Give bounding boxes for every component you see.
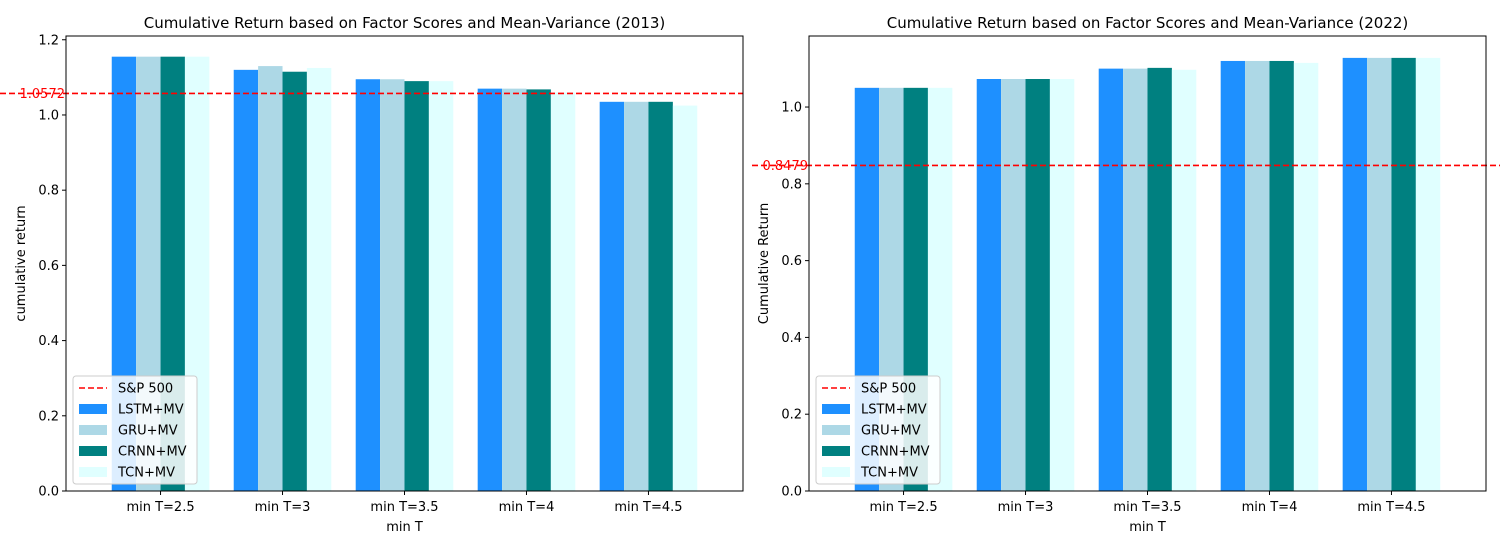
bar-crnn-mv-2 — [1025, 79, 1050, 492]
x-tick-label: min T=2.5 — [869, 500, 937, 515]
bar-tcn-mv-3 — [428, 81, 454, 492]
bar-lstm-mv-2 — [233, 69, 259, 492]
legend: S&P 500 LSTM+MV GRU+MV CRNN+MV TCN+MV — [72, 375, 198, 485]
bar-lstm-mv-3 — [355, 79, 381, 491]
legend-label: GRU+MV — [861, 424, 921, 439]
bar-tcn-mv-3 — [1171, 69, 1197, 491]
x-axis-label: min T — [1129, 520, 1166, 535]
legend-label: TCN+MV — [860, 466, 918, 481]
x-tick-label: min T=2.5 — [126, 500, 194, 515]
bar-crnn-mv-5 — [1391, 57, 1416, 491]
x-tick-label: min T=4 — [1242, 500, 1298, 515]
bar-tcn-mv-4 — [1293, 62, 1319, 492]
y-tick-label: 0.4 — [781, 331, 802, 346]
bar-crnn-mv-5 — [648, 101, 673, 491]
chart-title: Cumulative Return based on Factor Scores… — [887, 14, 1409, 32]
reference-line-label: 1.0572 — [20, 87, 66, 102]
bar-gru-mv-4 — [1245, 60, 1270, 492]
legend-label: S&P 500 — [118, 382, 173, 397]
bar-gru-mv-2 — [1001, 79, 1026, 492]
bar-tcn-mv-5 — [672, 105, 698, 492]
legend-box — [72, 375, 198, 485]
legend-box — [815, 375, 941, 485]
bar-lstm-mv-5 — [599, 101, 625, 491]
y-tick-label: 0.2 — [38, 409, 59, 424]
legend-swatch-crnn-mv — [822, 446, 850, 456]
bar-gru-mv-2 — [258, 66, 283, 491]
y-tick-label: 0.6 — [38, 259, 59, 274]
x-tick-label: min T=3.5 — [1113, 500, 1181, 515]
y-axis-label: cumulative return — [14, 205, 29, 321]
bar-gru-mv-4 — [502, 88, 527, 492]
y-tick-label: 1.0 — [781, 101, 802, 116]
y-tick-label: 0.6 — [781, 254, 802, 269]
bar-tcn-mv-4 — [550, 92, 576, 491]
legend: S&P 500 LSTM+MV GRU+MV CRNN+MV TCN+MV — [815, 375, 941, 485]
bar-gru-mv-3 — [380, 79, 405, 491]
x-tick-label: min T=3 — [255, 500, 311, 515]
bar-crnn-mv-4 — [526, 89, 551, 491]
bar-lstm-mv-2 — [976, 79, 1002, 492]
legend-swatch-gru-mv — [822, 425, 850, 435]
y-tick-label: 0.0 — [38, 485, 59, 500]
bar-group — [111, 56, 698, 492]
legend-label: S&P 500 — [861, 382, 916, 397]
legend-label: TCN+MV — [117, 466, 175, 481]
bar-lstm-mv-3 — [1098, 68, 1124, 491]
y-tick-label: 1.2 — [38, 33, 59, 48]
y-tick-label: 0.4 — [38, 334, 59, 349]
bar-crnn-mv-4 — [1269, 60, 1294, 492]
bar-crnn-mv-3 — [404, 81, 429, 492]
legend-label: CRNN+MV — [861, 445, 930, 460]
legend-swatch-crnn-mv — [79, 446, 107, 456]
y-tick-label: 0.8 — [781, 177, 802, 192]
legend-label: GRU+MV — [118, 424, 178, 439]
legend-swatch-lstm-mv — [79, 404, 107, 414]
bar-gru-mv-5 — [1367, 57, 1392, 491]
x-tick-label: min T=4.5 — [614, 500, 682, 515]
bar-lstm-mv-4 — [1220, 60, 1246, 492]
legend-label: LSTM+MV — [118, 403, 184, 418]
x-tick-label: min T=3.5 — [370, 500, 438, 515]
bar-group — [854, 57, 1441, 492]
bar-crnn-mv-2 — [282, 71, 307, 491]
legend-swatch-gru-mv — [79, 425, 107, 435]
bar-tcn-mv-5 — [1415, 57, 1441, 491]
y-axis-label: Cumulative Return — [757, 203, 772, 324]
bar-lstm-mv-4 — [477, 88, 503, 492]
y-tick-label: 0.2 — [781, 408, 802, 423]
y-tick-label: 0.0 — [781, 485, 802, 500]
legend-swatch-lstm-mv — [822, 404, 850, 414]
legend-swatch-tcn-mv — [822, 467, 850, 477]
x-tick-label: min T=4 — [499, 500, 555, 515]
legend-label: CRNN+MV — [118, 445, 187, 460]
bar-tcn-mv-2 — [1049, 79, 1075, 492]
bar-tcn-mv-2 — [306, 67, 332, 492]
chart-panel-2: Cumulative Return based on Factor Scores… — [752, 14, 1500, 535]
chart-title: Cumulative Return based on Factor Scores… — [144, 14, 666, 32]
bar-gru-mv-3 — [1123, 68, 1148, 491]
bar-lstm-mv-5 — [1342, 57, 1368, 491]
reference-line-label: 0.8479 — [763, 159, 809, 174]
y-tick-label: 0.8 — [38, 184, 59, 199]
x-tick-label: min T=4.5 — [1357, 500, 1425, 515]
y-tick-label: 1.0 — [38, 108, 59, 123]
chart-panel-1: Cumulative Return based on Factor Scores… — [0, 14, 744, 535]
legend-swatch-tcn-mv — [79, 467, 107, 477]
bar-crnn-mv-3 — [1147, 67, 1172, 491]
bar-gru-mv-5 — [624, 101, 649, 491]
legend-label: LSTM+MV — [861, 403, 927, 418]
x-axis-label: min T — [386, 520, 423, 535]
x-tick-label: min T=3 — [998, 500, 1054, 515]
